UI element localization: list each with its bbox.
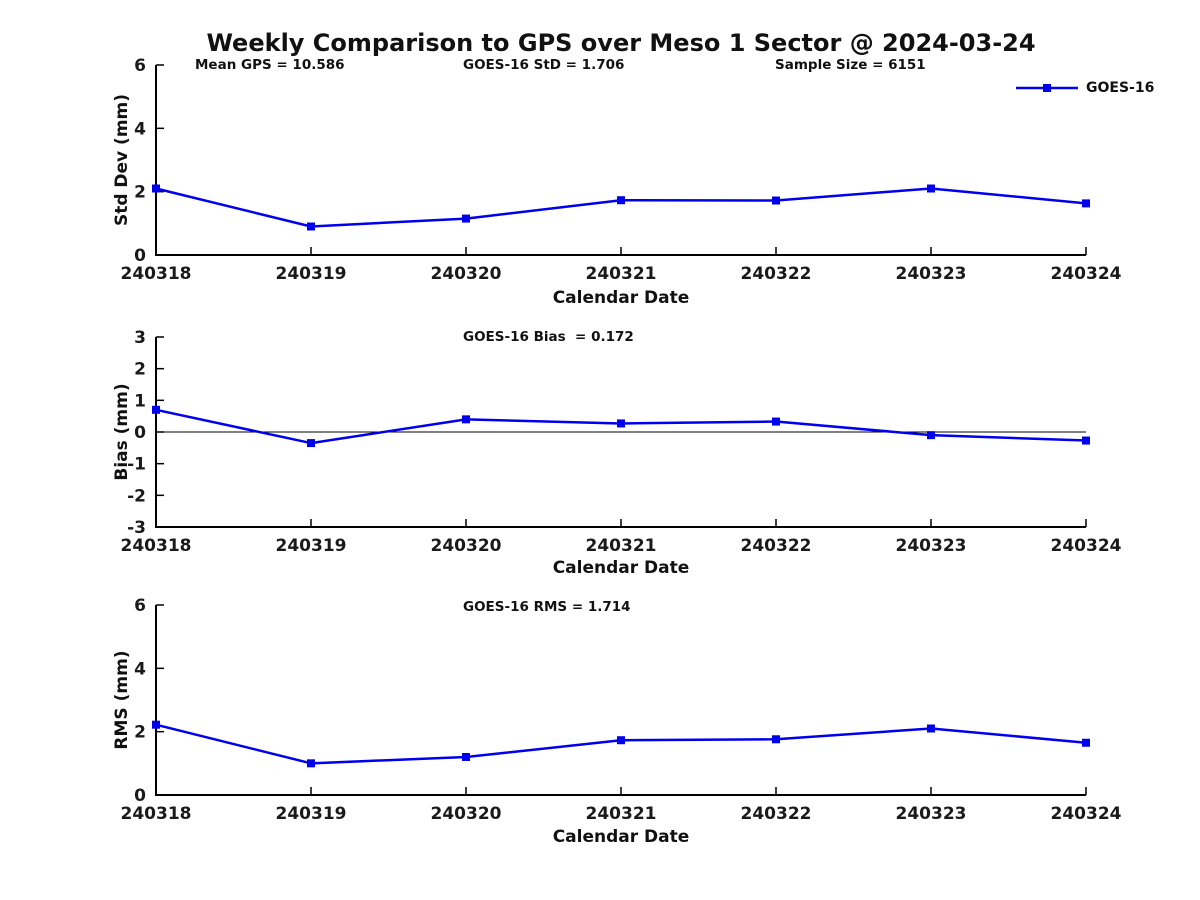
- data-point-marker: [152, 720, 160, 729]
- legend-label: GOES-16: [1086, 80, 1155, 96]
- data-point-marker: [462, 753, 470, 761]
- stat-sample-size: Sample Size = 6151: [775, 57, 926, 73]
- y-tick-label: 6: [134, 56, 146, 76]
- data-point-marker: [462, 415, 470, 424]
- x-axis-label-3: Calendar Date: [552, 827, 690, 847]
- data-point-marker: [152, 405, 160, 414]
- x-tick-label: 240320: [431, 264, 502, 284]
- data-point-marker: [307, 439, 315, 448]
- data-point-marker: [617, 419, 625, 428]
- x-tick-label: 240319: [276, 264, 347, 284]
- x-tick-label: 240318: [121, 804, 192, 824]
- y-tick-label: 3: [134, 328, 146, 348]
- y-tick-label: 6: [134, 596, 146, 616]
- x-tick-label: 240319: [276, 804, 347, 824]
- y-tick-label: 4: [134, 119, 146, 139]
- x-tick-label: 240318: [121, 264, 192, 284]
- y-axis-label-std-dev: Std Dev (mm): [112, 93, 132, 227]
- y-tick-label: -1: [127, 455, 146, 475]
- data-point-marker: [772, 196, 780, 205]
- data-point-marker: [927, 724, 935, 733]
- x-tick-label: 240322: [741, 804, 812, 824]
- x-tick-label: 240321: [586, 536, 657, 556]
- y-tick-label: 2: [134, 183, 146, 203]
- series-line: [155, 187, 1087, 228]
- y-tick-label: 2: [134, 360, 146, 380]
- x-tick-label: 240324: [1051, 536, 1122, 556]
- x-tick-label: 240322: [741, 264, 812, 284]
- y-tick-label: 0: [134, 423, 146, 443]
- data-point-marker: [927, 431, 935, 440]
- data-point-marker: [1082, 738, 1090, 747]
- x-tick-label: 240323: [896, 536, 967, 556]
- data-point-marker: [1082, 436, 1090, 445]
- y-tick-label: 0: [134, 786, 146, 806]
- y-tick-label: 0: [134, 246, 146, 266]
- axis-lines: [155, 605, 1086, 796]
- figure-title: Weekly Comparison to GPS over Meso 1 Sec…: [206, 29, 1036, 57]
- y-tick-label: -2: [127, 486, 146, 506]
- x-tick-label: 240324: [1051, 804, 1122, 824]
- data-point-marker: [772, 735, 780, 744]
- y-tick-label: 1: [134, 391, 146, 411]
- subplot-rms: 0 2 4 6 240318 240319 240320 240321 240322 240323…: [121, 596, 1122, 824]
- legend-line-sample-icon: [1016, 84, 1078, 92]
- y-axis-label-bias: Bias (mm): [112, 383, 132, 481]
- axis-lines: [155, 65, 1086, 256]
- x-tick-label: 240320: [431, 804, 502, 824]
- data-point-marker: [1082, 199, 1090, 208]
- data-point-marker: [152, 184, 160, 193]
- data-point-marker: [772, 417, 780, 426]
- x-tick-label: 240318: [121, 536, 192, 556]
- data-point-marker: [462, 214, 470, 223]
- data-point-marker: [307, 759, 315, 768]
- subplot-bias: -3 -2 -1 0 1 2 3 240318 240319 240320 240321 240322…: [121, 328, 1122, 556]
- y-tick-label: 2: [134, 723, 146, 743]
- subplot-bias-title: GOES-16 Bias = 0.172: [463, 329, 634, 345]
- x-tick-label: 240321: [586, 264, 657, 284]
- data-point-marker: [617, 736, 625, 745]
- x-tick-label: 240324: [1051, 264, 1122, 284]
- x-tick-label: 240320: [431, 536, 502, 556]
- stat-goes16-std: GOES-16 StD = 1.706: [463, 57, 625, 73]
- subplot-rms-title: GOES-16 RMS = 1.714: [463, 599, 631, 615]
- legend: GOES-16: [1016, 80, 1154, 96]
- x-tick-label: 240323: [896, 264, 967, 284]
- x-tick-label: 240323: [896, 804, 967, 824]
- data-point-marker: [307, 222, 315, 231]
- stat-mean-gps: Mean GPS = 10.586: [195, 57, 345, 73]
- x-tick-label: 240322: [741, 536, 812, 556]
- data-point-marker: [927, 184, 935, 193]
- y-tick-label: -3: [127, 518, 146, 538]
- x-tick-label: 240319: [276, 536, 347, 556]
- data-point-marker: [617, 196, 625, 205]
- x-tick-label: 240321: [586, 804, 657, 824]
- subplot-std-dev: 0 2 4 6 240318 240319 240320 240321 240322 240323…: [121, 56, 1122, 284]
- x-axis-label-2: Calendar Date: [552, 558, 690, 578]
- y-tick-label: 4: [134, 659, 146, 679]
- x-axis-label-1: Calendar Date: [552, 288, 690, 308]
- y-axis-label-rms: RMS (mm): [112, 650, 132, 750]
